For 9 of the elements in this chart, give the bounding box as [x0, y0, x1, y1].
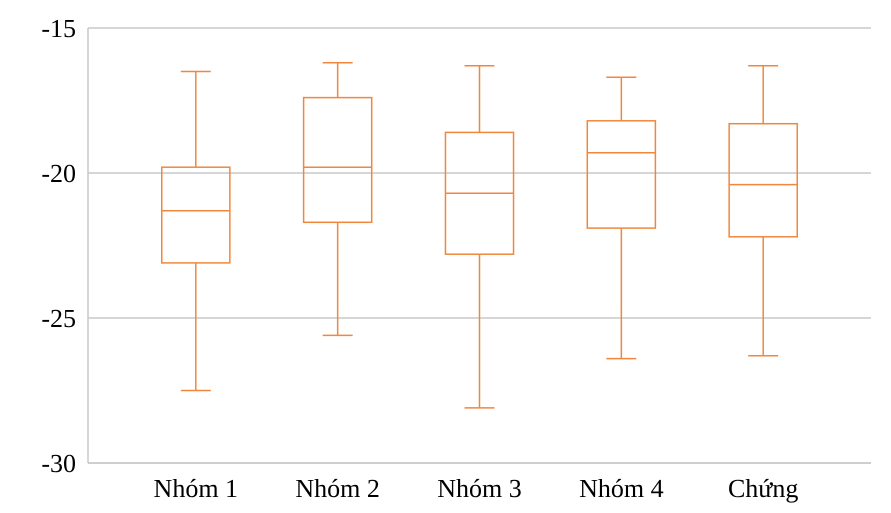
y-tick-label: -20 — [41, 159, 76, 188]
x-tick-label: Nhóm 4 — [579, 474, 664, 503]
y-tick-label: -25 — [41, 304, 76, 334]
x-tick-label: Chứng — [728, 474, 798, 503]
y-tick-label: -30 — [41, 449, 76, 478]
x-tick-label: Nhóm 2 — [295, 474, 380, 503]
x-tick-label: Nhóm 3 — [437, 474, 522, 503]
y-tick-label: -15 — [41, 14, 76, 44]
x-tick-label: Nhóm 1 — [154, 474, 238, 503]
